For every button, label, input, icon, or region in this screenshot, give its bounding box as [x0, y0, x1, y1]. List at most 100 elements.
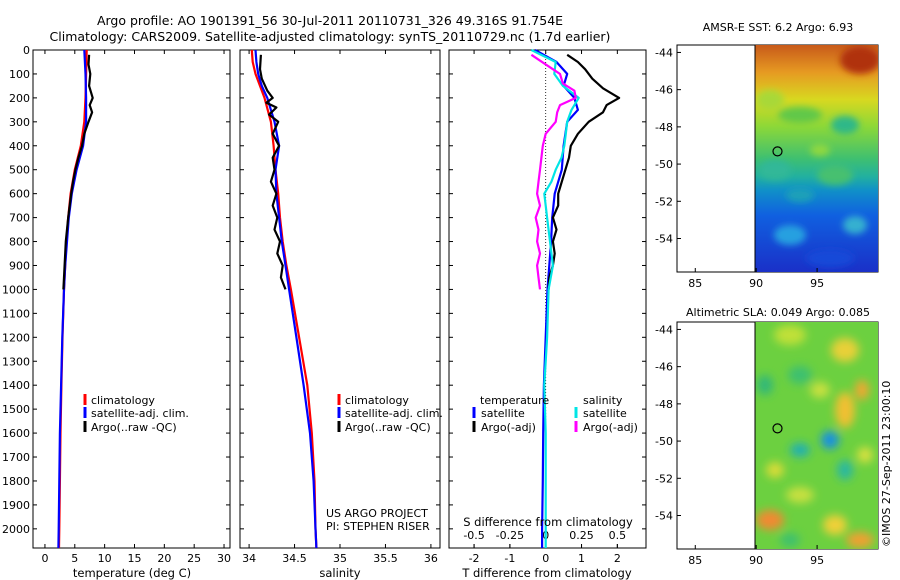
series-line-satellite-adj-clim-	[254, 49, 318, 549]
map-x-tick-label: 85	[688, 554, 702, 567]
x-tick-label: 0	[41, 552, 48, 565]
legend-climatology: climatology	[345, 394, 409, 407]
y-tick-label: 1600	[2, 427, 30, 440]
salinity-x-label: salinity	[319, 566, 360, 580]
legend-satellite-adj: satellite-adj. clim.	[345, 407, 443, 420]
sla-map-ticks: 85 90 95 -44 -46 -48 -50 -52 -54	[655, 323, 824, 567]
map-x-tick-label: 90	[749, 554, 763, 567]
x-tick-label: 25	[187, 552, 201, 565]
y-tick-label: 900	[9, 259, 30, 272]
sla-map-title: Altimetric SLA: 0.049 Argo: 0.085	[686, 306, 870, 319]
series-line-argo-raw-qc-	[62, 54, 94, 290]
x-tick-label: 34.5	[282, 552, 307, 565]
s-difference-label: S difference from climatology	[463, 515, 633, 529]
top-tick-label: 0.5	[609, 529, 627, 542]
map-y-tick-label: -48	[655, 398, 673, 411]
legend-s-argo: Argo(-adj)	[583, 421, 638, 434]
map-y-tick-label: -44	[655, 46, 673, 59]
sst-float-marker	[772, 146, 783, 157]
x-tick-label: 20	[157, 552, 171, 565]
x-tick-label: -1	[504, 552, 515, 565]
series-line-salinity-satellite	[530, 49, 580, 548]
y-tick-label: 1800	[2, 475, 30, 488]
top-tick-label: -0.5	[463, 529, 484, 542]
y-tick-label: 1900	[2, 499, 30, 512]
temperature-axes	[32, 49, 231, 549]
legend-argo-raw: Argo(..raw -QC)	[345, 421, 431, 434]
sla-map-field	[755, 322, 878, 549]
temperature-legend: climatology satellite-adj. clim. Argo(..…	[83, 394, 189, 434]
y-tick-label: 800	[9, 236, 30, 249]
map-y-tick-label: -46	[655, 361, 673, 374]
temperature-plot: 0 5 10 15 20 25 300100200300400500600700800900…	[2, 44, 231, 565]
series-line-satellite-adj-clim-	[57, 49, 88, 549]
temperature-x-label: temperature (deg C)	[73, 566, 191, 580]
y-tick-label: 2000	[2, 523, 30, 536]
y-tick-label: 0	[23, 44, 30, 57]
project-label: US ARGO PROJECT	[326, 507, 428, 520]
legend-s-satellite: satellite	[583, 407, 627, 420]
map-y-tick-label: -54	[655, 233, 673, 246]
top-tick-label: -0.25	[496, 529, 524, 542]
t-difference-x-label: T difference from climatology	[461, 566, 632, 580]
x-tick-label: 15	[127, 552, 141, 565]
map-y-tick-label: -48	[655, 121, 673, 134]
x-tick-label: -2	[469, 552, 480, 565]
x-tick-label: 34	[242, 552, 256, 565]
x-tick-label: 1	[578, 552, 585, 565]
salinity-legend: climatology satellite-adj. clim. Argo(..…	[337, 394, 443, 434]
map-x-tick-label: 95	[810, 277, 824, 290]
y-tick-label: 1400	[2, 379, 30, 392]
map-y-tick-label: -50	[655, 435, 673, 448]
map-x-tick-label: 95	[810, 554, 824, 567]
chart-title-line-1: Argo profile: AO 1901391_56 30-Jul-2011 …	[96, 13, 564, 28]
y-tick-label: 1100	[2, 307, 30, 320]
y-tick-label: 700	[9, 212, 30, 225]
y-tick-label: 1200	[2, 331, 30, 344]
series-line-salinity-argo-adj-	[530, 53, 577, 290]
y-tick-label: 1700	[2, 451, 30, 464]
x-tick-label: 35.5	[373, 552, 398, 565]
y-tick-label: 600	[9, 188, 30, 201]
y-tick-label: 300	[9, 116, 30, 129]
difference-legend: temperature salinity satellite Argo(-adj…	[472, 394, 638, 434]
sst-map-ticks: 85 90 95 -44 -46 -48 -50 -52 -54	[655, 46, 824, 290]
legend-satellite-adj: satellite-adj. clim.	[91, 407, 189, 420]
x-tick-label: 30	[217, 552, 231, 565]
series-line-argo-raw-qc-	[258, 54, 287, 290]
sst-map-title: AMSR-E SST: 6.2 Argo: 6.93	[703, 21, 854, 34]
difference-plot: -2 -1 0 1 2-0.5 -0.25 0 0.25 0.5	[449, 49, 646, 565]
map-y-tick-label: -52	[655, 195, 673, 208]
salinity-axes	[239, 49, 441, 549]
map-y-tick-label: -50	[655, 158, 673, 171]
chart-title-line-2: Climatology: CARS2009. Satellite-adjuste…	[49, 29, 611, 44]
pi-label: PI: STEPHEN RISER	[326, 520, 430, 533]
legend-t-argo: Argo(-adj)	[481, 421, 536, 434]
series-line-temperature-argo-adj-	[547, 53, 621, 290]
sla-float-marker	[772, 423, 783, 434]
y-tick-label: 200	[9, 92, 30, 105]
x-tick-label: 5	[71, 552, 78, 565]
map-y-tick-label: -46	[655, 84, 673, 97]
map-y-tick-label: -52	[655, 472, 673, 485]
x-tick-label: 2	[614, 552, 621, 565]
map-y-tick-label: -54	[655, 510, 673, 523]
legend-t-satellite: satellite	[481, 407, 525, 420]
y-tick-label: 1500	[2, 403, 30, 416]
y-tick-label: 400	[9, 140, 30, 153]
legend-argo-raw: Argo(..raw -QC)	[91, 421, 177, 434]
y-tick-label: 500	[9, 164, 30, 177]
map-y-tick-label: -44	[655, 323, 673, 336]
y-tick-label: 100	[9, 68, 30, 81]
legend-salinity-header: salinity	[583, 394, 623, 407]
y-tick-label: 1000	[2, 283, 30, 296]
top-tick-label: 0.25	[569, 529, 594, 542]
timestamp-label: ©IMOS 27-Sep-2011 23:00:10	[880, 381, 893, 547]
x-tick-label: 0	[542, 552, 549, 565]
x-tick-label: 36	[424, 552, 438, 565]
y-tick-label: 1300	[2, 355, 30, 368]
map-x-tick-label: 85	[688, 277, 702, 290]
x-tick-label: 35	[333, 552, 347, 565]
legend-temperature-header: temperature	[480, 394, 549, 407]
